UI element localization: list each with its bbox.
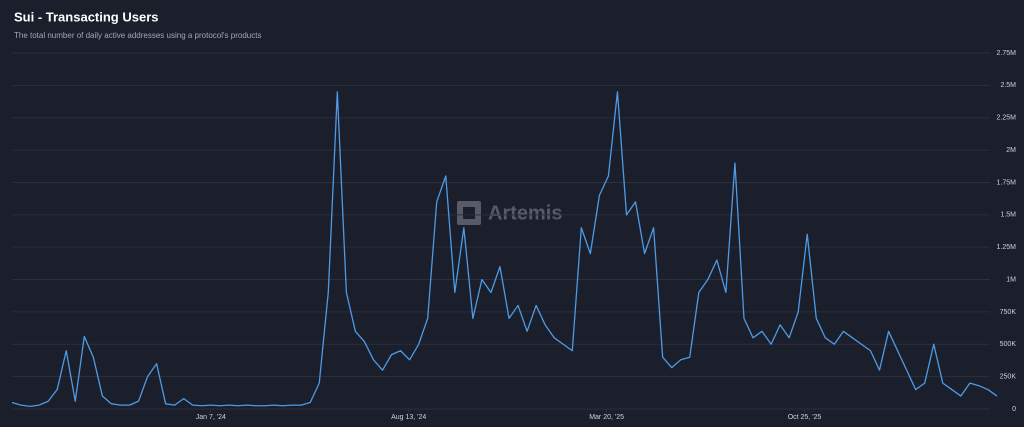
x-tick-label: Oct 25, '25	[788, 414, 822, 421]
chart-title: Sui - Transacting Users	[14, 9, 159, 24]
y-tick-label: 2.25M	[997, 115, 1017, 122]
y-tick-label: 250K	[1000, 373, 1017, 380]
y-tick-label: 2M	[1006, 147, 1016, 154]
y-tick-label: 1M	[1006, 276, 1016, 283]
y-tick-label: 750K	[1000, 309, 1017, 316]
y-tick-label: 1.75M	[997, 179, 1017, 186]
watermark: Artemis	[457, 201, 562, 225]
x-tick-label: Aug 13, '24	[391, 414, 426, 421]
y-tick-label: 2.5M	[1000, 82, 1016, 89]
x-tick-label: Mar 20, '25	[589, 414, 624, 421]
y-tick-label: 2.75M	[997, 50, 1017, 57]
y-tick-label: 1.5M	[1000, 212, 1016, 219]
y-tick-label: 0	[1012, 406, 1016, 413]
watermark-logo-inner	[463, 207, 475, 219]
y-tick-label: 500K	[1000, 341, 1017, 348]
x-tick-label: Jan 7, '24	[196, 414, 226, 421]
y-tick-label: 1.25M	[997, 244, 1017, 251]
data-line	[11, 91, 998, 408]
watermark-text: Artemis	[488, 202, 562, 224]
chart-subtitle: The total number of daily active address…	[14, 31, 261, 40]
